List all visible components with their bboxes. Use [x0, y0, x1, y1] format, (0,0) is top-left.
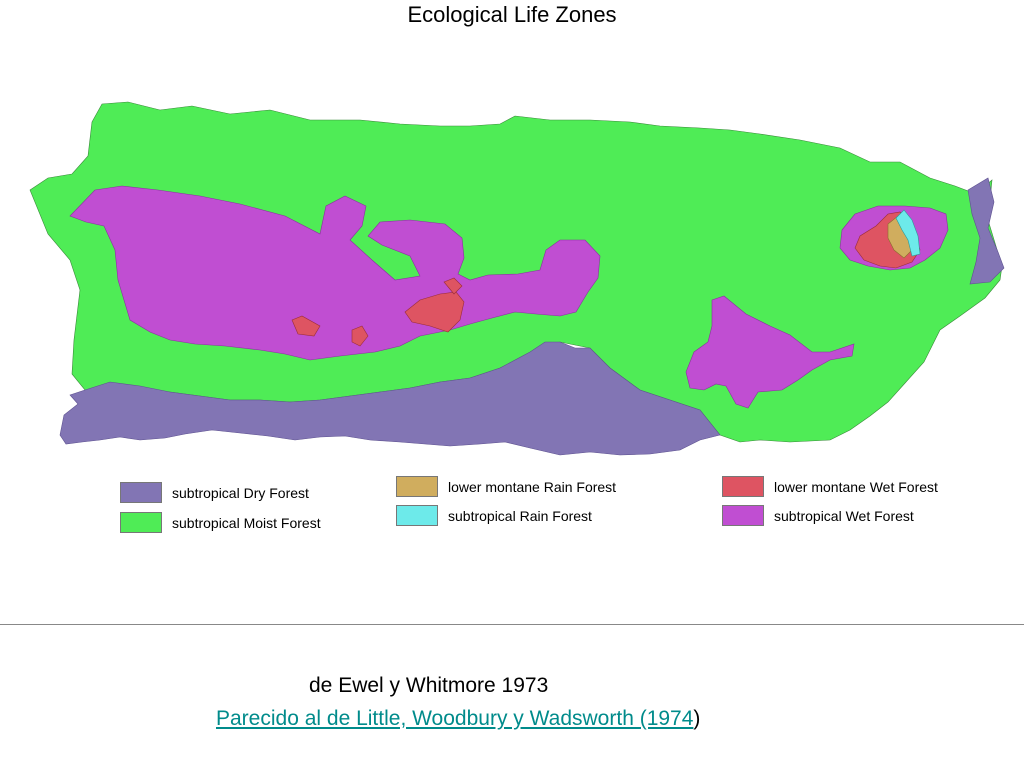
zone-subtropical-rain-forest: [895, 209, 921, 257]
zone-lower-montane-wet-forest-small-2: [351, 325, 369, 347]
legend-label-wet-forest: subtropical Wet Forest: [774, 507, 914, 524]
life-zones-map: [29, 101, 1005, 456]
zone-lower-montane-wet-forest-small-1: [291, 315, 321, 337]
source-suffix: ): [693, 707, 701, 730]
legend-swatch-dry-forest: [120, 482, 162, 503]
legend-swatch-moist-forest: [120, 512, 162, 533]
legend-item-lower-montane-wet-forest: lower montane Wet Forest: [722, 476, 938, 497]
zone-lower-montane-wet-forest-central: [404, 291, 465, 333]
legend-label-lower-montane-rain-forest: lower montane Rain Forest: [448, 478, 617, 495]
zone-subtropical-wet-forest-central: [69, 185, 601, 361]
credit-text: de Ewel y Whitmore 1973: [309, 674, 549, 697]
legend-item-moist-forest: subtropical Moist Forest: [120, 512, 321, 533]
legend-item-rain-forest: subtropical Rain Forest: [396, 505, 592, 526]
legend-swatch-lower-montane-rain-forest: [396, 476, 438, 497]
zone-lower-montane-wet-forest-small-3: [443, 277, 463, 295]
legend-swatch-lower-montane-wet-forest: [722, 476, 764, 497]
zone-subtropical-dry-forest: [59, 341, 721, 456]
legend-label-dry-forest: subtropical Dry Forest: [172, 484, 309, 501]
zone-subtropical-dry-forest-east: [967, 177, 1005, 285]
source-line: Parecido al de Little, Woodbury y Wadswo…: [216, 707, 700, 731]
map-title: Ecological Life Zones: [407, 2, 617, 27]
divider: [0, 624, 1024, 625]
legend-item-dry-forest: subtropical Dry Forest: [120, 482, 309, 503]
legend-label-lower-montane-wet-forest: lower montane Wet Forest: [774, 478, 938, 495]
legend-label-rain-forest: subtropical Rain Forest: [448, 507, 592, 524]
legend-swatch-wet-forest: [722, 505, 764, 526]
legend-item-wet-forest: subtropical Wet Forest: [722, 505, 914, 526]
legend-swatch-rain-forest: [396, 505, 438, 526]
legend-label-moist-forest: subtropical Moist Forest: [172, 514, 321, 531]
zone-subtropical-wet-forest-east-central: [685, 295, 855, 409]
legend-item-lower-montane-rain-forest: lower montane Rain Forest: [396, 476, 616, 497]
source-link[interactable]: Parecido al de Little, Woodbury y Wadswo…: [216, 707, 694, 730]
